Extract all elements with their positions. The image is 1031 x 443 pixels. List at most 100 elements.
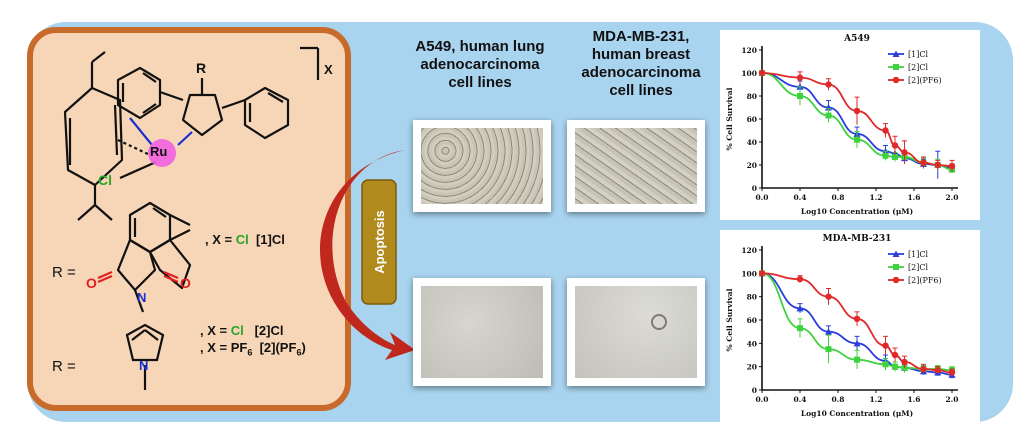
legend-label-1-cl: [1]Cl <box>908 50 928 59</box>
compound-2b-name-end: ) <box>301 340 306 355</box>
x-tick-label: 0.4 <box>793 193 806 202</box>
data-point-2-pf6 <box>853 107 861 115</box>
data-point-2-pf6 <box>934 161 941 169</box>
compound-1-name: [1]Cl <box>255 232 285 247</box>
chart-title: MDA-MB-231 <box>823 234 892 244</box>
data-point-2-pf6 <box>920 365 927 373</box>
data-point-1-cl <box>796 304 804 312</box>
data-point-2-pf6 <box>825 81 832 88</box>
counterion-label: X <box>324 62 333 77</box>
data-point-2-pf6 <box>948 369 956 376</box>
y-tick-label: 40 <box>747 339 757 348</box>
micrograph-mda-apoptosis <box>567 278 705 386</box>
compound-2a-legend: , X = Cl [2]Cl <box>200 323 283 338</box>
y-tick-label: 0 <box>752 386 757 395</box>
data-point-2-pf6 <box>882 127 889 134</box>
y-tick-label: 120 <box>741 246 757 255</box>
data-point-2-pf6 <box>948 162 956 170</box>
data-point-2-pf6 <box>758 69 766 77</box>
compound-1-x: Cl <box>235 232 249 247</box>
y-tick-label: 80 <box>747 293 757 302</box>
x-tick-label: 1.6 <box>907 193 920 202</box>
cell-line-2-line1: MDA-MB-231, <box>592 28 690 45</box>
legend-marker-1-cl <box>892 250 900 257</box>
apoptosis-badge <box>361 179 397 305</box>
compound-2b-legend: , X = PF6 [2](PF6) <box>200 340 306 358</box>
data-point-2-cl <box>825 346 832 353</box>
legend-label-2-pf6: [2](PF6) <box>908 76 942 85</box>
oxygen-left-label: O <box>86 275 97 291</box>
pyrrole-nitrogen-label: N <box>139 358 149 373</box>
cell-line-2-line4: cell lines <box>609 82 673 99</box>
y-tick-label: 80 <box>747 92 757 101</box>
r-equals-label-2: R = <box>52 358 76 375</box>
y-tick-label: 40 <box>747 138 757 147</box>
series-line-1-cl <box>761 272 953 376</box>
data-point-2-pf6 <box>891 351 899 359</box>
data-point-2-pf6 <box>882 342 889 349</box>
data-point-2-cl <box>797 93 803 99</box>
chemical-structure <box>63 46 320 313</box>
data-point-2-cl <box>892 363 898 370</box>
x-tick-label: 1.6 <box>907 395 920 404</box>
data-point-2-cl <box>797 325 803 332</box>
ru-atom-label: Ru <box>150 144 168 159</box>
r-equals-label-1: R = <box>52 264 76 281</box>
compound-2a-prefix: , X = <box>200 323 231 338</box>
cell-debris <box>651 314 667 330</box>
y-tick-label: 60 <box>747 115 757 124</box>
micrograph-mda-control <box>567 120 705 212</box>
y-tick-label: 60 <box>747 316 757 325</box>
x-tick-label: 2.0 <box>945 395 958 404</box>
cell-line-2-line3: adenocarcinoma <box>581 64 701 81</box>
chart-mda: MDA-MB-231 0.0 0.4 0.8 1.2 1.6 2.0 0 20 40 60 80 100… <box>720 230 980 422</box>
cell-line-2-title: MDA-MB-231, human breast adenocarcinoma … <box>566 28 716 100</box>
oxygen-right-label: O <box>180 275 191 291</box>
data-point-1-cl <box>825 328 832 335</box>
curved-arrow <box>320 150 415 360</box>
r-substituent-label: R <box>196 60 207 76</box>
compound-1-prefix: , X = <box>205 232 236 247</box>
legend-label-2-cl: [2]Cl <box>908 63 928 72</box>
x-tick-label: 1.2 <box>869 395 882 404</box>
y-tick-label: 20 <box>747 363 757 372</box>
y-tick-label: 100 <box>741 269 757 278</box>
legend-marker-2-cl <box>893 264 899 270</box>
ruthenium-center <box>148 139 176 167</box>
legend-marker-2-cl <box>893 64 899 70</box>
x-tick-label: 0.0 <box>755 193 768 202</box>
compound-2b-name-sub: 6 <box>296 347 302 358</box>
chart-mda-svg: MDA-MB-231 0.0 0.4 0.8 1.2 1.6 2.0 0 20 40 60 80 100… <box>725 234 959 418</box>
imide-nitrogen-label: N <box>137 290 147 305</box>
data-point-2-pf6 <box>891 142 899 149</box>
legend-label-1-cl: [1]Cl <box>908 250 928 259</box>
x-tick-label: 0.0 <box>755 395 768 404</box>
x-tick-label: 0.8 <box>831 395 844 404</box>
data-point-2-pf6 <box>758 270 766 277</box>
series-line-2-pf6 <box>761 72 953 168</box>
data-point-1-cl <box>853 339 861 347</box>
data-point-2-pf6 <box>920 159 927 166</box>
y-tick-label: 0 <box>752 184 757 193</box>
y-tick-label: 120 <box>741 46 757 55</box>
cell-line-1-line1: A549, human lung <box>415 38 545 55</box>
structure-box <box>27 27 351 411</box>
data-point-2-cl <box>882 152 889 159</box>
data-point-2-cl <box>882 361 889 368</box>
data-point-2-pf6 <box>853 315 861 323</box>
legend-marker-2-pf6 <box>892 76 900 84</box>
cl-atom-label: Cl <box>98 172 112 188</box>
cell-line-2-line2: human breast <box>591 46 691 63</box>
x-tick-label: 1.2 <box>869 193 882 202</box>
y-axis-label: % Cell Survival <box>725 288 734 351</box>
compound-2b-prefix: , X = <box>200 340 231 355</box>
legend-label-2-cl: [2]Cl <box>908 263 928 272</box>
y-axis-label: % Cell Survival <box>725 87 734 150</box>
data-point-2-cl <box>854 136 860 143</box>
data-point-2-cl <box>892 153 898 160</box>
data-point-2-pf6 <box>901 149 908 156</box>
cell-line-1-line3: cell lines <box>448 74 512 91</box>
data-point-2-pf6 <box>825 293 832 300</box>
y-tick-label: 20 <box>747 161 757 170</box>
data-point-2-cl <box>825 112 832 119</box>
